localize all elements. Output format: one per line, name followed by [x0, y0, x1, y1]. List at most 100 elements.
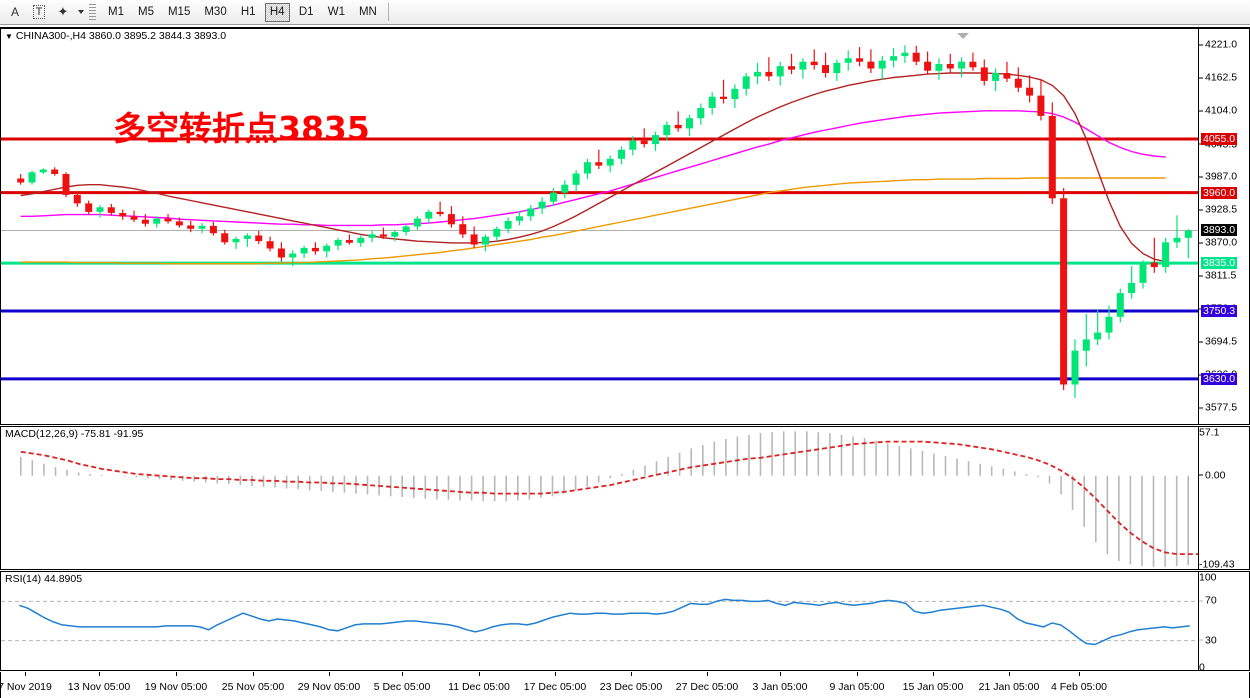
macd-panel[interactable]: MACD(12,26,9) -75.81 -91.95 57.1 0.00 -109… — [0, 426, 1250, 570]
time-axis-label: 17 Dec 05:00 — [523, 681, 587, 693]
time-tick — [402, 672, 403, 676]
rsi-tick: 0 — [1199, 661, 1205, 671]
time-axis-label: 29 Nov 05:00 — [297, 681, 361, 693]
time-tick — [933, 672, 934, 676]
timeframe-mn[interactable]: MN — [358, 6, 377, 18]
rsi-tick-label: 100 — [1199, 571, 1217, 584]
price-tick: 3577.5 — [1199, 401, 1238, 414]
time-axis-label: 19 Nov 05:00 — [144, 681, 208, 693]
timeframe-m30[interactable]: M30 — [204, 6, 227, 18]
price-panel[interactable]: ▼ CHINA300-,H4 3860.0 3895.2 3844.3 3893.… — [0, 28, 1250, 425]
toolbar-separator — [387, 3, 389, 21]
price-tick: 4104.0 — [1199, 104, 1238, 117]
price-tick: 3987.0 — [1199, 170, 1238, 183]
chevron-down-icon[interactable] — [76, 2, 86, 22]
time-tick — [555, 672, 556, 676]
rsi-tick-label: 30 — [1205, 634, 1217, 647]
timeframe-h4[interactable]: H4 — [264, 2, 290, 22]
period-separator-marker — [957, 33, 969, 39]
time-axis-label: 3 Jan 05:00 — [752, 681, 808, 693]
time-tick — [1009, 672, 1010, 676]
price-tick: 3928.5 — [1199, 203, 1238, 216]
price-plot[interactable] — [1, 29, 1198, 424]
time-axis-label: 13 Nov 05:00 — [67, 681, 131, 693]
time-tick — [780, 672, 781, 676]
level-price-tag[interactable]: 3630.0 — [1201, 372, 1238, 385]
time-tick — [253, 672, 254, 676]
macd-tick: 57.1 — [1199, 427, 1219, 439]
price-tick-label: 4221.0 — [1205, 38, 1238, 51]
rsi-panel[interactable]: RSI(14) 44.8905 100 70 30 0 — [0, 571, 1250, 671]
time-axis-label: 25 Nov 05:00 — [221, 681, 285, 693]
chart-annotation: 多空转折点3835 — [113, 109, 370, 148]
time-axis-label: 15 Jan 05:00 — [902, 681, 964, 693]
time-axis-label: 23 Dec 05:00 — [599, 681, 663, 693]
price-tick-label: 4104.0 — [1205, 104, 1238, 117]
rsi-tick-label: 0 — [1199, 661, 1205, 671]
rsi-tick: 30 — [1199, 635, 1217, 646]
time-axis-label: 27 Dec 05:00 — [675, 681, 739, 693]
price-tick: 3694.5 — [1199, 335, 1238, 348]
rsi-plot[interactable] — [1, 572, 1198, 670]
price-tick-label: 3694.5 — [1205, 335, 1238, 348]
toolbar-grip[interactable] — [89, 3, 96, 21]
toolbar: A T ✦ M1 M5 M15 M30 H1 H4 D1 W1 MN — [0, 0, 1250, 25]
objects-tool-button[interactable]: ✦ — [52, 2, 74, 22]
price-tick: 3870.0 — [1199, 237, 1237, 249]
rsi-tick: 100 — [1199, 571, 1217, 584]
time-tick — [707, 672, 708, 676]
chart-area: ▼ CHINA300-,H4 3860.0 3895.2 3844.3 3893.… — [0, 27, 1250, 698]
macd-tick: 0.00 — [1199, 470, 1225, 481]
time-axis-label: 9 Jan 05:00 — [829, 681, 885, 693]
time-axis-label: 7 Nov 2019 — [0, 681, 52, 693]
macd-tick-label: -109.43 — [1199, 558, 1235, 570]
objects-icon: ✦ — [57, 4, 69, 19]
timeframe-m5[interactable]: M5 — [137, 6, 154, 18]
time-tick — [99, 672, 100, 676]
price-tick-label: 3811.5 — [1205, 269, 1237, 282]
rsi-label: RSI(14) 44.8905 — [5, 573, 83, 585]
price-tick-label: 3987.0 — [1205, 170, 1238, 183]
rsi-tick-label: 70 — [1205, 594, 1217, 607]
level-price-tag[interactable]: 3960.0 — [1201, 186, 1238, 199]
rsi-tick: 70 — [1199, 594, 1217, 607]
macd-tick: -109.43 — [1199, 558, 1235, 570]
level-price-tag[interactable]: 3750.3 — [1201, 304, 1238, 317]
timeframe-h1[interactable]: H1 — [240, 6, 256, 18]
current-price-tag[interactable]: 3893.0 — [1201, 224, 1238, 237]
label-tool-button[interactable]: T — [28, 2, 50, 22]
time-axis-label: 21 Jan 05:00 — [978, 681, 1040, 693]
time-axis-label: 11 Dec 05:00 — [448, 681, 510, 693]
price-tick-label: 3577.5 — [1205, 401, 1238, 414]
timeframe-m15[interactable]: M15 — [167, 6, 191, 18]
price-tick-label: 3928.5 — [1205, 203, 1238, 216]
rsi-axis[interactable]: 100 70 30 0 — [1198, 572, 1249, 670]
time-axis[interactable]: 7 Nov 2019 13 Nov 05:00 19 Nov 05:00 25 Nov… — [0, 672, 1250, 698]
timeframe-d1[interactable]: D1 — [298, 6, 314, 18]
symbol-info-bar: ▼ CHINA300-,H4 3860.0 3895.2 3844.3 3893.… — [1, 29, 1249, 43]
time-axis-label: 4 Feb 05:00 — [1050, 681, 1108, 693]
macd-label: MACD(12,26,9) -75.81 -91.95 — [5, 428, 144, 440]
price-tick: 3811.5 — [1199, 269, 1237, 282]
time-tick — [1079, 672, 1080, 676]
level-price-tag[interactable]: 4055.0 — [1201, 133, 1238, 146]
symbol-ohlc-text: CHINA300-,H4 3860.0 3895.2 3844.3 3893.0 — [15, 30, 227, 42]
time-tick — [479, 672, 480, 676]
timeframe-w1[interactable]: W1 — [327, 6, 345, 18]
price-axis[interactable]: 4221.04162.54104.04045.33987.03928.53870… — [1198, 29, 1249, 424]
time-tick — [631, 672, 632, 676]
price-tick-label: 4162.5 — [1205, 71, 1238, 84]
macd-plot[interactable] — [1, 427, 1198, 569]
macd-axis[interactable]: 57.1 0.00 -109.43 — [1198, 427, 1249, 569]
time-tick — [25, 672, 26, 676]
text-tool-button[interactable]: A — [4, 2, 26, 22]
time-tick — [329, 672, 330, 676]
level-price-tag[interactable]: 3835.0 — [1201, 257, 1238, 270]
macd-tick-label: 0.00 — [1205, 469, 1226, 482]
collapse-icon[interactable]: ▼ — [5, 31, 13, 41]
price-tick: 4221.0 — [1199, 38, 1238, 51]
text-tool-label: A — [10, 5, 19, 19]
price-tick: 4162.5 — [1199, 71, 1238, 84]
timeframe-m1[interactable]: M1 — [108, 6, 124, 18]
